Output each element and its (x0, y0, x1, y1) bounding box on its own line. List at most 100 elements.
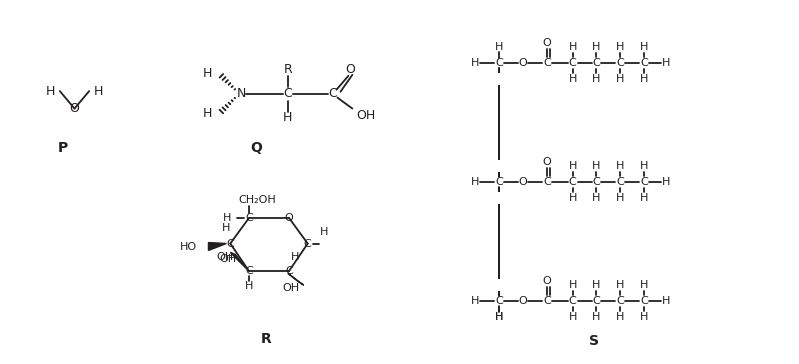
Text: C: C (593, 177, 600, 187)
Text: H: H (94, 84, 104, 98)
Text: H: H (616, 312, 625, 322)
Text: P: P (58, 141, 68, 155)
Text: H: H (640, 74, 648, 84)
Text: C: C (543, 296, 551, 306)
Text: H: H (592, 312, 601, 322)
FancyBboxPatch shape (492, 160, 507, 172)
Polygon shape (288, 273, 304, 285)
Text: H: H (283, 111, 292, 124)
Text: C: C (616, 58, 624, 68)
Text: OH: OH (220, 254, 237, 264)
Text: C: C (616, 296, 624, 306)
Text: H: H (245, 281, 253, 291)
Text: H: H (568, 280, 577, 290)
Text: CH₂OH: CH₂OH (238, 195, 276, 205)
Text: H: H (662, 296, 670, 306)
Text: N: N (237, 87, 246, 100)
Text: C: C (328, 87, 337, 100)
Polygon shape (209, 242, 226, 250)
Text: H: H (291, 252, 299, 262)
Text: H: H (592, 161, 601, 171)
Text: C: C (593, 296, 600, 306)
Text: C: C (569, 177, 577, 187)
Text: O: O (70, 102, 79, 115)
Text: C: C (226, 238, 234, 249)
Text: R: R (260, 332, 272, 346)
Text: C: C (569, 58, 577, 68)
Text: H: H (495, 161, 503, 171)
Text: H: H (662, 58, 670, 68)
FancyBboxPatch shape (492, 73, 507, 85)
Text: H: H (320, 227, 328, 237)
Text: H: H (495, 312, 503, 322)
Text: H: H (471, 296, 479, 306)
Text: Q: Q (250, 141, 262, 155)
Text: H: H (223, 213, 231, 223)
Text: C: C (616, 177, 624, 187)
Text: H: H (495, 74, 503, 84)
Text: C: C (640, 177, 648, 187)
Text: H: H (640, 312, 648, 322)
Text: O: O (519, 58, 527, 68)
Text: C: C (543, 58, 551, 68)
Text: C: C (593, 58, 600, 68)
Text: H: H (592, 193, 601, 203)
Text: O: O (543, 157, 551, 167)
Text: S: S (589, 334, 598, 348)
Text: H: H (568, 161, 577, 171)
Text: H: H (640, 280, 648, 290)
Text: O: O (543, 38, 551, 48)
Text: C: C (495, 58, 503, 68)
Text: H: H (471, 177, 479, 187)
Text: R: R (284, 63, 292, 76)
Text: H: H (616, 193, 625, 203)
Text: H: H (568, 312, 577, 322)
Text: H: H (495, 193, 503, 203)
Text: C: C (284, 87, 292, 100)
Text: H: H (640, 42, 648, 52)
Text: C: C (569, 296, 577, 306)
Text: H: H (203, 67, 213, 80)
Text: H: H (495, 280, 503, 290)
Text: H: H (592, 74, 601, 84)
Text: H: H (616, 161, 625, 171)
Text: H: H (222, 223, 231, 233)
Text: OH: OH (356, 109, 376, 122)
Text: C: C (285, 266, 292, 276)
Text: H: H (592, 280, 601, 290)
Text: H: H (640, 193, 648, 203)
Text: O: O (543, 276, 551, 286)
Text: H: H (568, 193, 577, 203)
Text: O: O (519, 177, 527, 187)
Text: H: H (471, 58, 479, 68)
FancyBboxPatch shape (492, 279, 507, 291)
Text: O: O (345, 63, 356, 76)
Text: C: C (304, 238, 312, 249)
Text: OH: OH (282, 283, 300, 293)
Text: H: H (568, 42, 577, 52)
Text: H: H (616, 74, 625, 84)
Text: H: H (662, 177, 670, 187)
FancyBboxPatch shape (492, 192, 507, 204)
Text: H: H (46, 84, 55, 98)
Text: HO: HO (180, 242, 197, 253)
Text: C: C (640, 58, 648, 68)
Text: H: H (203, 107, 213, 120)
Text: H: H (592, 42, 601, 52)
Text: H: H (640, 161, 648, 171)
Text: C: C (640, 296, 648, 306)
Polygon shape (230, 253, 247, 269)
Text: H: H (616, 42, 625, 52)
Text: C: C (495, 177, 503, 187)
Text: H: H (495, 312, 503, 322)
Text: OH: OH (217, 252, 233, 262)
Text: O: O (284, 213, 293, 223)
Text: H: H (495, 42, 503, 52)
Text: C: C (543, 177, 551, 187)
Text: C: C (245, 266, 253, 276)
Text: C: C (245, 213, 253, 223)
Text: O: O (519, 296, 527, 306)
Text: H: H (616, 280, 625, 290)
Text: C: C (495, 296, 503, 306)
Text: H: H (568, 74, 577, 84)
